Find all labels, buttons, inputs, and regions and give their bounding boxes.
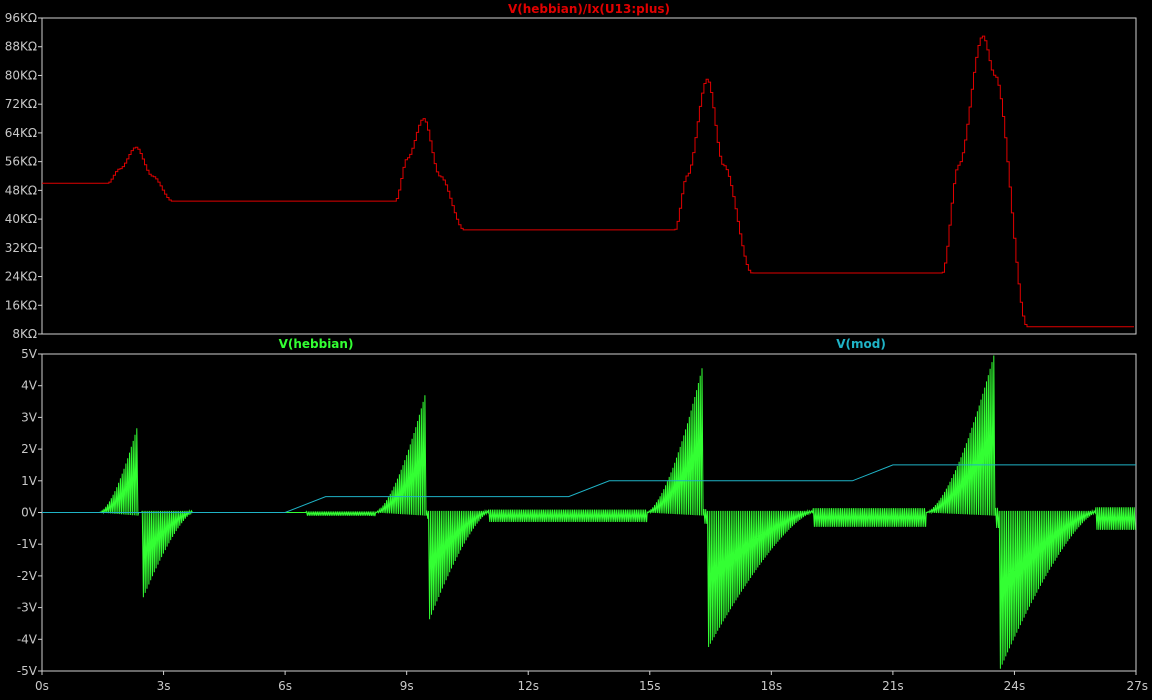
series-line-resistance — [42, 35, 1134, 328]
y-tick-label: 4V — [21, 379, 38, 393]
x-tick-label: 27s — [1126, 679, 1148, 693]
y-tick-label: 2V — [21, 442, 38, 456]
x-tick-label: 3s — [157, 679, 171, 693]
x-tick-label: 12s — [517, 679, 539, 693]
x-tick-label: 18s — [761, 679, 783, 693]
y-tick-label: 0V — [21, 506, 38, 520]
x-tick-label: 21s — [882, 679, 904, 693]
x-tick-label: 24s — [1004, 679, 1026, 693]
y-tick-label: -5V — [17, 664, 38, 678]
y-tick-label: 3V — [21, 410, 38, 424]
y-tick-label: 5V — [21, 347, 38, 361]
legend-hebbian[interactable]: V(hebbian) — [279, 337, 354, 351]
y-tick-label: 24KΩ — [5, 270, 37, 284]
y-tick-label: 88KΩ — [5, 40, 37, 54]
y-tick-label: -1V — [17, 537, 38, 551]
y-tick-label: 80KΩ — [5, 68, 37, 82]
y-tick-label: 96KΩ — [5, 11, 37, 25]
x-tick-label: 0s — [35, 679, 49, 693]
series-line-mod — [42, 464, 1136, 513]
top-panel-frame — [41, 17, 1137, 335]
y-tick-label: 16KΩ — [5, 298, 37, 312]
x-tick-label: 9s — [400, 679, 414, 693]
legend-mod[interactable]: V(mod) — [836, 337, 886, 351]
x-axis: 0s 3s 6s 9s 12s 15s 18s 21s 24s 27s — [35, 671, 1148, 693]
y-tick-label: 64KΩ — [5, 126, 37, 140]
bottom-y-axis: 5V 4V 3V 2V 1V 0V -1V -2V -3V -4V -5V — [17, 347, 42, 678]
y-tick-label: 1V — [21, 474, 38, 488]
x-tick-label: 6s — [278, 679, 292, 693]
y-tick-label: -2V — [17, 569, 38, 583]
y-tick-label: 72KΩ — [5, 97, 37, 111]
y-tick-label: 48KΩ — [5, 183, 37, 197]
x-tick-label: 15s — [639, 679, 661, 693]
bottom-panel: V(hebbian) V(mod) 5V 4V 3V 2V 1V 0V -1V -2V -3V -… — [17, 337, 1148, 693]
y-tick-label: -3V — [17, 601, 38, 615]
y-tick-label: 56KΩ — [5, 155, 37, 169]
top-panel-title[interactable]: V(hebbian)/Ix(U13:plus) — [508, 2, 670, 16]
y-tick-label: 40KΩ — [5, 212, 37, 226]
y-tick-label: 32KΩ — [5, 241, 37, 255]
y-tick-label: 8KΩ — [12, 327, 37, 341]
y-tick-label: -4V — [17, 632, 38, 646]
top-panel: V(hebbian)/Ix(U13:plus) 96KΩ 88KΩ 80KΩ 72KΩ… — [5, 2, 1137, 341]
top-y-axis: 96KΩ 88KΩ 80KΩ 72KΩ 64KΩ 56KΩ 48KΩ 40KΩ 32KΩ 24KΩ… — [5, 11, 42, 341]
